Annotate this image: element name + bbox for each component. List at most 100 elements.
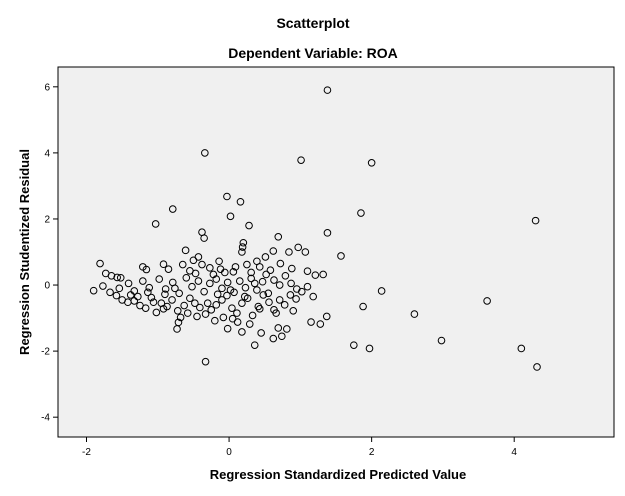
scatter-point	[248, 311, 257, 320]
scatter-point	[228, 314, 237, 323]
scatter-point	[289, 307, 298, 315]
scatter-point	[243, 260, 251, 269]
scatter-point	[203, 299, 212, 308]
scatter-point	[322, 312, 331, 321]
chart-subtitle: Dependent Variable: ROA	[228, 45, 398, 61]
scatter-point	[191, 269, 200, 278]
scatter-point	[238, 328, 246, 336]
scatter-point	[517, 344, 526, 353]
scatter-point	[245, 320, 254, 328]
scatter-point	[239, 238, 248, 247]
scatter-point	[223, 324, 232, 333]
scatter-point	[201, 310, 210, 318]
scatter-point	[287, 279, 295, 288]
scatter-point	[272, 309, 280, 317]
scatter-point	[307, 318, 315, 326]
x-tick-label: 4	[511, 447, 517, 458]
scatter-point	[175, 289, 183, 298]
scatter-point	[245, 221, 253, 230]
scatter-point	[116, 273, 125, 282]
scatter-point	[176, 313, 185, 322]
scatter-point	[141, 304, 150, 312]
scatter-point	[410, 310, 419, 318]
scatter-point	[99, 282, 107, 290]
scatter-point	[201, 149, 209, 157]
scatter-point	[377, 287, 386, 295]
scatter-point	[200, 287, 208, 296]
scatter-point	[112, 291, 121, 300]
scatter-point	[198, 260, 206, 269]
scatter-point	[233, 309, 241, 317]
scatter-point	[219, 313, 228, 322]
y-tick-label: -4	[41, 413, 50, 424]
scatter-point	[359, 302, 367, 311]
scatter-point	[283, 325, 291, 333]
scatter-point	[303, 282, 312, 291]
scatter-point	[213, 290, 222, 299]
scatter-point	[255, 263, 264, 271]
scatter-point	[261, 253, 270, 261]
scatter-point	[147, 293, 156, 302]
scatter-point	[196, 303, 204, 312]
scatter-point	[531, 216, 540, 225]
y-axis-label: Regression Studentized Residual	[17, 149, 32, 355]
scatter-point	[323, 86, 332, 94]
scatter-point	[194, 277, 203, 285]
scatter-point	[126, 291, 135, 299]
scatter-point	[250, 279, 259, 288]
scatter-point	[226, 212, 235, 221]
scatter-point	[223, 192, 231, 201]
scatter-point	[212, 301, 221, 309]
x-tick-label: 2	[369, 447, 375, 458]
data-points	[89, 86, 541, 371]
scatter-point	[231, 263, 240, 271]
scatter-point	[113, 273, 121, 282]
scatter-point	[357, 209, 365, 217]
scatter-point	[274, 324, 283, 332]
scatter-point	[144, 288, 152, 297]
scatter-point	[265, 298, 273, 307]
scatter-point	[182, 273, 191, 282]
scatter-point	[533, 363, 541, 371]
scatter-point	[262, 270, 270, 279]
scatter-point	[255, 305, 264, 313]
scatter-point	[218, 296, 226, 304]
scatter-point	[247, 274, 255, 283]
scatter-point	[191, 299, 199, 308]
scatter-point	[181, 246, 190, 255]
scatter-point	[323, 229, 332, 237]
scatter-point	[155, 275, 164, 283]
y-tick-label: 4	[44, 148, 50, 159]
scatter-point	[337, 252, 345, 260]
scatter-point	[89, 286, 98, 295]
scatter-point	[238, 299, 246, 308]
scatter-point	[189, 256, 198, 265]
scatter-point	[161, 290, 169, 299]
scatter-point	[168, 205, 177, 213]
scatter-point	[240, 292, 249, 301]
scatter-point	[316, 320, 325, 328]
scatter-point	[193, 312, 201, 321]
scatter-point	[168, 296, 176, 304]
scatter-point	[164, 265, 173, 273]
scatter-point	[106, 288, 114, 297]
scatter-point	[292, 285, 301, 293]
scatter-point	[124, 279, 133, 288]
scatter-point	[288, 264, 296, 273]
scatter-point	[235, 277, 244, 285]
scatter-point	[206, 264, 214, 272]
scatter-point	[161, 285, 170, 293]
scatter-point	[178, 260, 187, 269]
y-tick-label: 6	[44, 82, 50, 93]
scatter-point	[159, 305, 168, 313]
scatter-point	[223, 291, 231, 300]
plot-area	[57, 66, 615, 438]
scatter-point	[266, 266, 275, 274]
y-axis: -4 -2 0 2 4 6	[41, 82, 58, 424]
scatter-point	[281, 271, 290, 280]
scatter-point	[101, 269, 110, 278]
scatter-point	[286, 291, 295, 299]
scatter-point	[278, 332, 286, 341]
scatter-point	[171, 284, 179, 293]
